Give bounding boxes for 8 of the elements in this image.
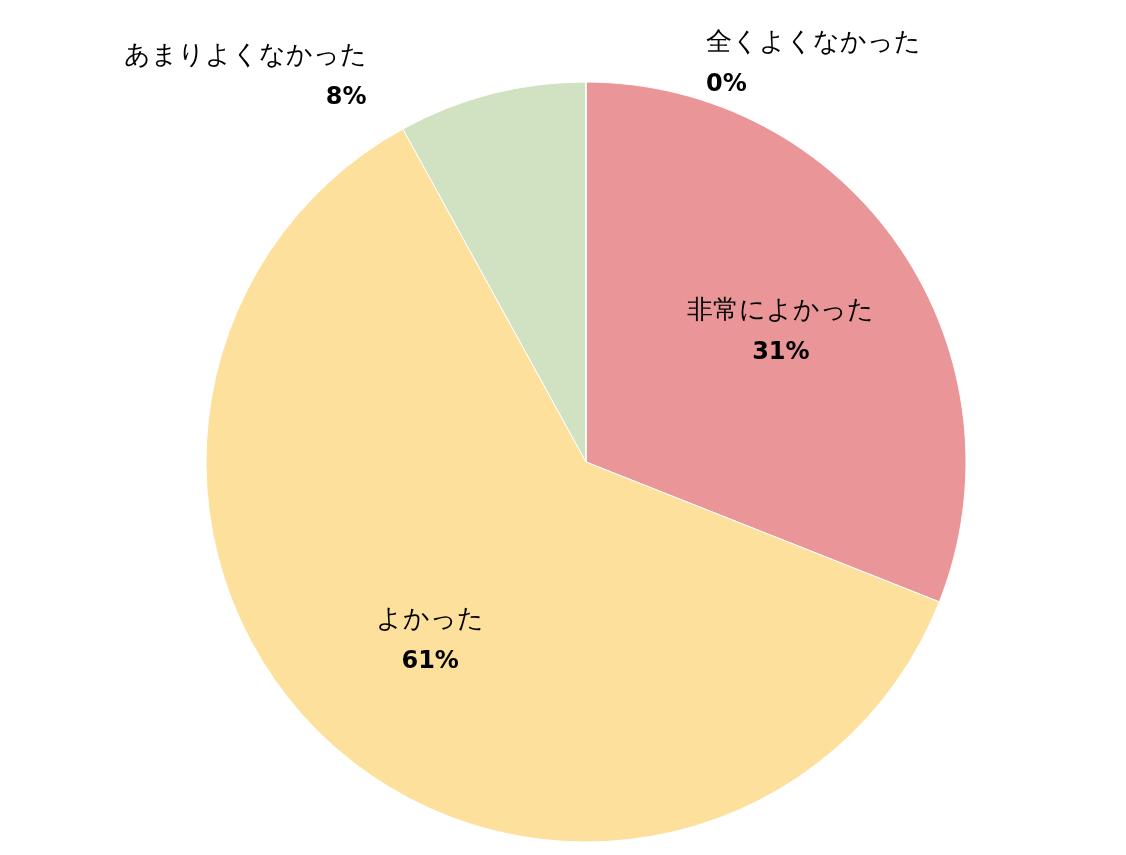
category-label: 全くよくなかった bbox=[706, 26, 921, 56]
data-label: 8% bbox=[325, 81, 367, 110]
data-label: 31% bbox=[752, 336, 810, 365]
slice-label: よかった bbox=[376, 602, 485, 633]
slice-label: あまりよくなかった bbox=[123, 38, 367, 69]
slice-label: 非常によかった bbox=[687, 293, 875, 324]
text: 0% bbox=[706, 69, 747, 97]
data-label: 61% bbox=[401, 645, 459, 674]
